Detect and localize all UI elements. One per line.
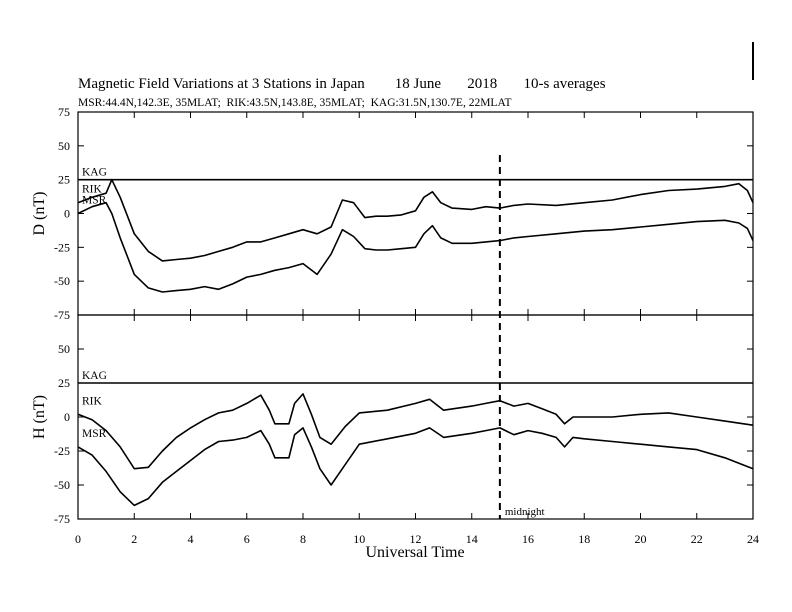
series-line-rik bbox=[77, 393, 754, 470]
x-tick-label: 16 bbox=[522, 532, 534, 546]
series-label-kag: KAG bbox=[82, 370, 107, 382]
y-tick-label: -50 bbox=[54, 274, 70, 288]
x-tick-label: 12 bbox=[410, 532, 422, 546]
y-tick-label: 50 bbox=[58, 342, 70, 356]
y-tick-label: 25 bbox=[58, 173, 70, 187]
series-line-rik bbox=[77, 178, 754, 262]
y-tick-label: -25 bbox=[54, 444, 70, 458]
y-tick-label: 50 bbox=[58, 139, 70, 153]
x-tick-label: 14 bbox=[466, 532, 478, 546]
x-axis-label: Universal Time bbox=[365, 544, 464, 561]
x-tick-label: 20 bbox=[635, 532, 647, 546]
series-label-msr: MSR bbox=[82, 428, 107, 440]
chart-subtitle: MSR:44.4N,142.3E, 35MLAT; RIK:43.5N,143.… bbox=[78, 97, 512, 109]
y-tick-label: -75 bbox=[54, 308, 70, 322]
x-tick-label: 6 bbox=[244, 532, 250, 546]
panel-frame bbox=[77, 314, 754, 520]
y-tick-label: -75 bbox=[54, 512, 70, 526]
series-label-msr: MSR bbox=[82, 195, 107, 207]
x-tick-label: 24 bbox=[747, 532, 759, 546]
midnight-label: midnight bbox=[505, 506, 545, 518]
y-tick-label: 0 bbox=[64, 410, 70, 424]
series-label-rik: RIK bbox=[82, 184, 103, 196]
x-tick-label: 4 bbox=[188, 532, 194, 546]
series-label-rik: RIK bbox=[82, 395, 103, 407]
series-line-msr bbox=[77, 427, 754, 507]
chart-title: Magnetic Field Variations at 3 Stations … bbox=[78, 76, 606, 92]
x-tick-label: 2 bbox=[131, 532, 137, 546]
y-tick-label: 75 bbox=[58, 105, 70, 119]
x-tick-label: 0 bbox=[75, 532, 81, 546]
y-tick-label: -50 bbox=[54, 478, 70, 492]
series-label-kag: KAG bbox=[82, 167, 107, 179]
x-tick-label: 10 bbox=[353, 532, 365, 546]
y-tick-label: -25 bbox=[54, 240, 70, 254]
y-axis-label: D (nT) bbox=[31, 192, 48, 236]
y-tick-label: 25 bbox=[58, 376, 70, 390]
x-tick-label: 8 bbox=[300, 532, 306, 546]
panel-frame bbox=[77, 111, 754, 316]
y-tick-label: 0 bbox=[64, 207, 70, 221]
x-tick-label: 18 bbox=[578, 532, 590, 546]
y-axis-label: H (nT) bbox=[31, 395, 48, 439]
x-tick-label: 22 bbox=[691, 532, 703, 546]
series-line-msr bbox=[77, 201, 754, 293]
